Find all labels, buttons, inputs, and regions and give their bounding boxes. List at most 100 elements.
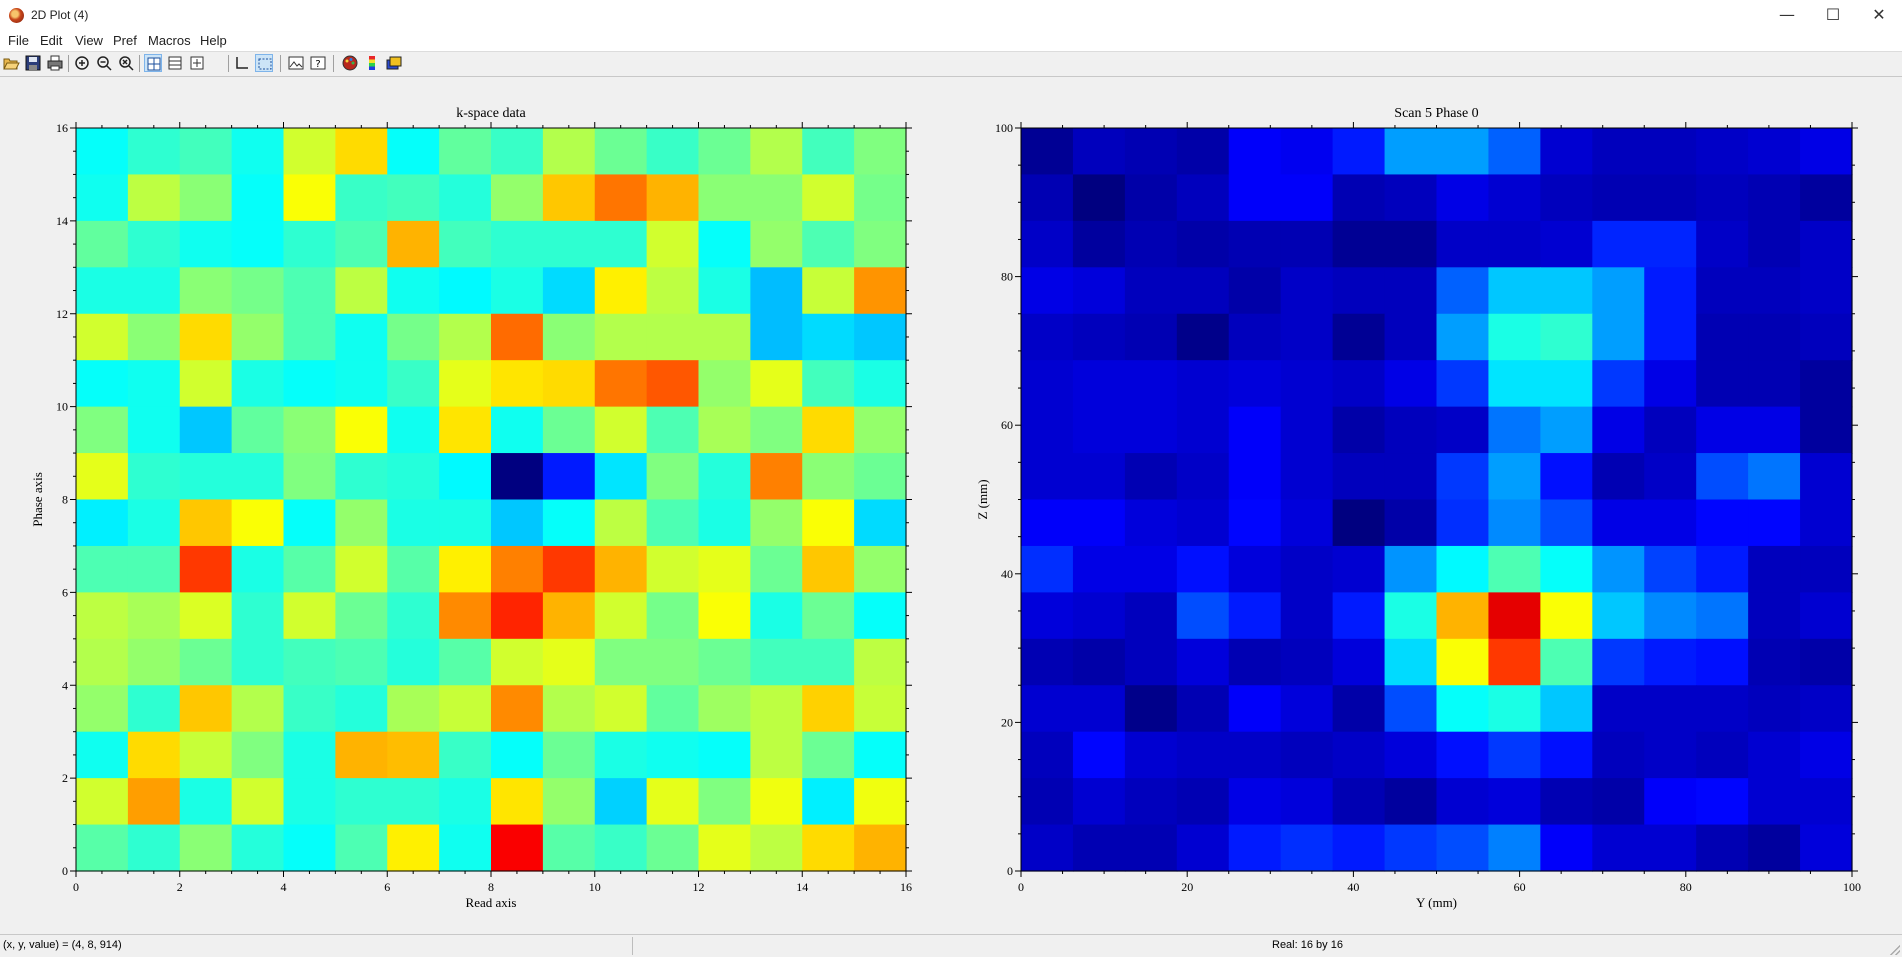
scan-cell[interactable] <box>1176 406 1230 454</box>
layout-columns-icon[interactable] <box>166 54 184 72</box>
scan-cell[interactable] <box>1436 360 1490 408</box>
kspace-cell[interactable] <box>335 778 388 826</box>
kspace-cell[interactable] <box>283 174 336 222</box>
kspace-cell[interactable] <box>802 313 855 361</box>
scan-cell[interactable] <box>1124 128 1178 176</box>
kspace-cell[interactable] <box>127 453 181 501</box>
scan-cell[interactable] <box>1332 453 1386 501</box>
scan-cell[interactable] <box>1592 731 1645 779</box>
kspace-cell[interactable] <box>283 592 336 640</box>
kspace-cell[interactable] <box>231 545 285 593</box>
scan-cell[interactable] <box>1696 453 1749 501</box>
zoom-reset-icon[interactable] <box>117 54 135 72</box>
scan-cell[interactable] <box>1696 731 1749 779</box>
kspace-cell[interactable] <box>179 824 233 872</box>
kspace-cell[interactable] <box>646 128 700 176</box>
scan-cell[interactable] <box>1228 313 1282 361</box>
kspace-cell[interactable] <box>231 685 285 733</box>
scan-cell[interactable] <box>1176 313 1230 361</box>
kspace-cell[interactable] <box>542 406 596 454</box>
scan-cell[interactable] <box>1280 360 1334 408</box>
kspace-cell[interactable] <box>542 731 596 779</box>
kspace-cell[interactable] <box>802 685 855 733</box>
kspace-cell[interactable] <box>439 731 492 779</box>
kspace-cell[interactable] <box>491 267 544 315</box>
kspace-cell[interactable] <box>542 685 596 733</box>
menu-view[interactable]: View <box>75 33 103 48</box>
scan-cell[interactable] <box>1332 128 1386 176</box>
kspace-cell[interactable] <box>698 685 751 733</box>
scan-cell[interactable] <box>1021 267 1074 315</box>
scan-cell[interactable] <box>1384 592 1438 640</box>
kspace-cell[interactable] <box>750 638 803 686</box>
kspace-cell[interactable] <box>854 638 907 686</box>
scan-cell[interactable] <box>1436 824 1490 872</box>
scan-cell[interactable] <box>1280 592 1334 640</box>
scan-cell[interactable] <box>1696 638 1749 686</box>
kspace-cell[interactable] <box>750 313 803 361</box>
kspace-cell[interactable] <box>439 685 492 733</box>
scan-cell[interactable] <box>1644 220 1697 268</box>
kspace-cell[interactable] <box>594 406 648 454</box>
scan-cell[interactable] <box>1748 685 1801 733</box>
kspace-cell[interactable] <box>750 128 803 176</box>
kspace-cell[interactable] <box>594 731 648 779</box>
scan-cell[interactable] <box>1800 267 1853 315</box>
scan-cell[interactable] <box>1280 406 1334 454</box>
kspace-cell[interactable] <box>750 360 803 408</box>
scan-cell[interactable] <box>1384 128 1438 176</box>
scan-cell[interactable] <box>1540 267 1593 315</box>
kspace-cell[interactable] <box>854 128 907 176</box>
kspace-cell[interactable] <box>594 685 648 733</box>
scan-cell[interactable] <box>1124 499 1178 547</box>
scan-cell[interactable] <box>1488 545 1541 593</box>
scan-cell[interactable] <box>1332 638 1386 686</box>
kspace-cell[interactable] <box>231 778 285 826</box>
scan-cell[interactable] <box>1748 360 1801 408</box>
scan-cell[interactable] <box>1176 778 1230 826</box>
scan-cell[interactable] <box>1488 778 1541 826</box>
scan-cell[interactable] <box>1176 824 1230 872</box>
kspace-cell[interactable] <box>127 360 181 408</box>
scan-cell[interactable] <box>1592 824 1645 872</box>
scan-cell[interactable] <box>1332 360 1386 408</box>
scan-cell[interactable] <box>1644 406 1697 454</box>
kspace-cell[interactable] <box>646 824 700 872</box>
kspace-cell[interactable] <box>76 545 129 593</box>
scan-cell[interactable] <box>1540 128 1593 176</box>
kspace-cell[interactable] <box>179 592 233 640</box>
scan-cell[interactable] <box>1540 778 1593 826</box>
scan-cell[interactable] <box>1124 406 1178 454</box>
scan-cell[interactable] <box>1436 731 1490 779</box>
kspace-cell[interactable] <box>179 638 233 686</box>
kspace-cell[interactable] <box>542 313 596 361</box>
kspace-cell[interactable] <box>698 545 751 593</box>
kspace-cell[interactable] <box>802 360 855 408</box>
kspace-cell[interactable] <box>750 778 803 826</box>
kspace-cell[interactable] <box>179 128 233 176</box>
scan-cell[interactable] <box>1436 638 1490 686</box>
scan-cell[interactable] <box>1384 220 1438 268</box>
kspace-cell[interactable] <box>283 220 336 268</box>
kspace-cell[interactable] <box>439 778 492 826</box>
scan-cell[interactable] <box>1488 499 1541 547</box>
kspace-cell[interactable] <box>646 220 700 268</box>
scan-cell[interactable] <box>1592 406 1645 454</box>
kspace-cell[interactable] <box>387 638 440 686</box>
scan-cell[interactable] <box>1384 174 1438 222</box>
kspace-cell[interactable] <box>698 313 751 361</box>
kspace-cell[interactable] <box>283 685 336 733</box>
scan-cell[interactable] <box>1280 453 1334 501</box>
kspace-cell[interactable] <box>179 545 233 593</box>
kspace-cell[interactable] <box>387 406 440 454</box>
scan-cell[interactable] <box>1540 453 1593 501</box>
kspace-cell[interactable] <box>439 592 492 640</box>
kspace-cell[interactable] <box>387 267 440 315</box>
kspace-cell[interactable] <box>646 406 700 454</box>
select-region-icon[interactable] <box>255 54 273 72</box>
kspace-cell[interactable] <box>335 824 388 872</box>
scan-cell[interactable] <box>1436 406 1490 454</box>
kspace-cell[interactable] <box>854 592 907 640</box>
kspace-cell[interactable] <box>127 685 181 733</box>
kspace-cell[interactable] <box>76 453 129 501</box>
